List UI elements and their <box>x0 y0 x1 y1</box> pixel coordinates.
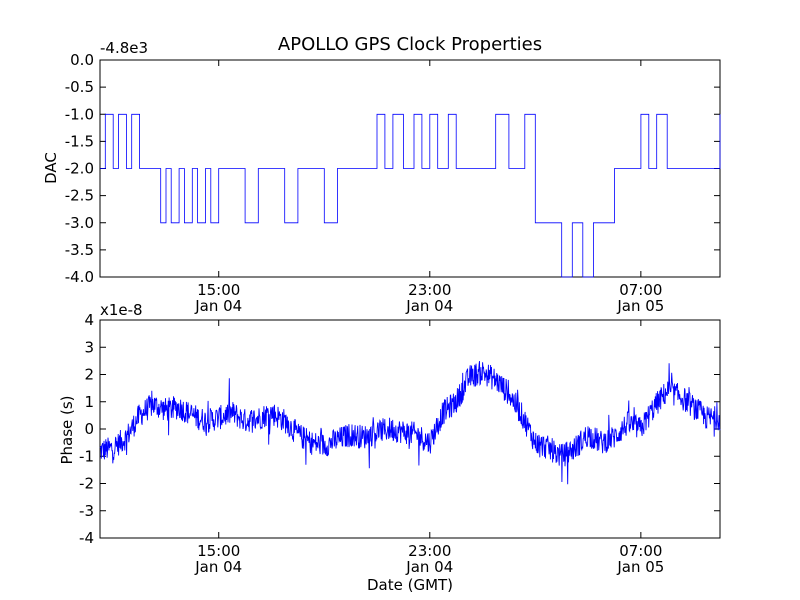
dac-y-tick-label: -3.0 <box>65 214 94 232</box>
phase-x-tick-date: Jan 05 <box>616 558 664 576</box>
phase-offset-label: x1e-8 <box>100 301 143 319</box>
phase-x-tick-time: 15:00 <box>197 542 240 560</box>
phase-y-tick-label: 4 <box>84 311 94 329</box>
phase-x-tick-time: 23:00 <box>408 542 451 560</box>
dac-ticks: 0.0 -0.5 -1.0 -1.5 -2.0 -2.5 -3.0 -3.5 -4.0 15:00… <box>65 51 720 315</box>
phase-panel: x1e-8 Phase (s) Date (GMT) 4 3 2 1 0 -1 -2 -3 -4… <box>58 301 721 594</box>
dac-y-axis-label: DAC <box>42 152 60 184</box>
dac-x-tick-date: Jan 04 <box>194 297 242 315</box>
phase-x-tick-time: 07:00 <box>619 542 662 560</box>
dac-y-tick-label: -1.5 <box>65 132 94 150</box>
phase-y-tick-label: 3 <box>84 338 94 356</box>
dac-panel: -4.8e3 DAC 0.0 -0.5 -1.0 -1.5 -2.0 -2.5 -3.0 -3… <box>42 39 721 315</box>
x-axis-label: Date (GMT) <box>367 576 453 594</box>
dac-y-tick-label: -3.5 <box>65 241 94 259</box>
phase-y-tick-label: -3 <box>79 502 94 520</box>
phase-y-tick-label: 1 <box>84 393 94 411</box>
phase-y-axis-label: Phase (s) <box>58 395 76 464</box>
phase-series-line <box>99 361 721 485</box>
phase-y-tick-label: -2 <box>79 475 94 493</box>
phase-x-tick-date: Jan 04 <box>405 558 453 576</box>
dac-series <box>100 113 721 278</box>
phase-series <box>99 361 721 485</box>
dac-x-tick-date: Jan 04 <box>405 297 453 315</box>
dac-y-tick-label: -2.0 <box>65 160 94 178</box>
dac-y-tick-label: 0.0 <box>70 51 94 69</box>
dac-y-tick-label: -2.5 <box>65 187 94 205</box>
dac-y-tick-label: -0.5 <box>65 78 94 96</box>
dac-x-tick-time: 15:00 <box>197 281 240 299</box>
chart-title: APOLLO GPS Clock Properties <box>278 34 542 55</box>
dac-y-tick-label: -1.0 <box>65 105 94 123</box>
dac-x-tick-date: Jan 05 <box>616 297 664 315</box>
dac-series-line <box>100 113 721 278</box>
phase-y-tick-label: 0 <box>84 420 94 438</box>
phase-x-tick-date: Jan 04 <box>194 558 242 576</box>
dac-x-tick-time: 07:00 <box>619 281 662 299</box>
phase-y-tick-label: -1 <box>79 447 94 465</box>
dac-y-tick-label: -4.0 <box>65 268 94 286</box>
dac-x-tick-time: 23:00 <box>408 281 451 299</box>
dac-offset-label: -4.8e3 <box>100 39 148 57</box>
phase-y-tick-label: -4 <box>79 529 94 547</box>
phase-y-tick-label: 2 <box>84 366 94 384</box>
